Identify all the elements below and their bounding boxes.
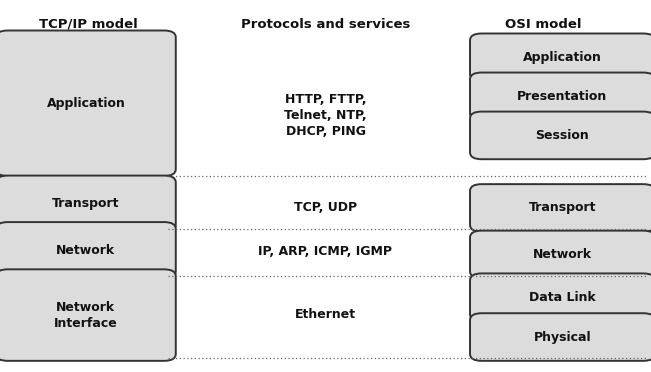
FancyBboxPatch shape: [0, 269, 176, 361]
FancyBboxPatch shape: [470, 231, 651, 278]
FancyBboxPatch shape: [0, 176, 176, 232]
Text: Physical: Physical: [534, 331, 591, 343]
Text: TCP/IP model: TCP/IP model: [38, 18, 137, 31]
FancyBboxPatch shape: [0, 222, 176, 278]
Text: Ethernet: Ethernet: [295, 308, 356, 321]
Text: Network: Network: [57, 244, 115, 257]
Text: Session: Session: [536, 129, 589, 142]
Text: OSI model: OSI model: [505, 18, 582, 31]
FancyBboxPatch shape: [470, 273, 651, 321]
Text: Transport: Transport: [529, 202, 596, 214]
Text: Application: Application: [46, 97, 126, 110]
Text: TCP, UDP: TCP, UDP: [294, 201, 357, 214]
Text: Presentation: Presentation: [518, 90, 607, 103]
Text: Network
Interface: Network Interface: [54, 301, 118, 330]
Text: Data Link: Data Link: [529, 291, 596, 304]
FancyBboxPatch shape: [470, 313, 651, 361]
Text: Transport: Transport: [52, 197, 120, 210]
FancyBboxPatch shape: [470, 112, 651, 159]
Text: Protocols and services: Protocols and services: [241, 18, 410, 31]
FancyBboxPatch shape: [470, 184, 651, 232]
Text: Application: Application: [523, 51, 602, 64]
FancyBboxPatch shape: [470, 73, 651, 120]
Text: IP, ARP, ICMP, IGMP: IP, ARP, ICMP, IGMP: [258, 246, 393, 258]
FancyBboxPatch shape: [0, 31, 176, 176]
Text: HTTP, FTTP,
Telnet, NTP,
DHCP, PING: HTTP, FTTP, Telnet, NTP, DHCP, PING: [284, 93, 367, 138]
FancyBboxPatch shape: [470, 33, 651, 81]
Text: Network: Network: [533, 248, 592, 261]
